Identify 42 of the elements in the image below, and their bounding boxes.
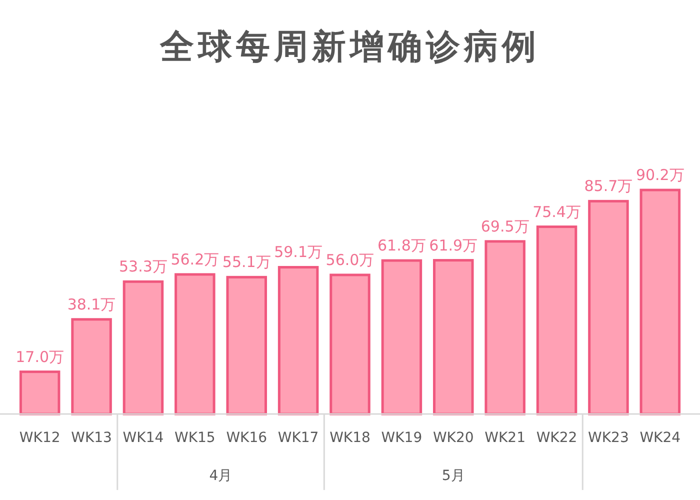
- data-label: 53.3万: [119, 258, 168, 276]
- bar: [330, 274, 370, 416]
- bar: [19, 370, 60, 416]
- data-label: 75.4万: [532, 202, 581, 221]
- bar: [433, 259, 474, 416]
- data-label: 61.8万: [377, 236, 426, 255]
- data-label: 56.2万: [170, 250, 220, 268]
- x-tick-label: WK23: [588, 430, 629, 446]
- bar: [174, 273, 216, 416]
- x-tick-label: WK14: [122, 430, 164, 446]
- data-label: 38.1万: [67, 295, 116, 314]
- x-tick-label: WK17: [278, 430, 319, 446]
- text: 5月: [442, 468, 465, 484]
- bar: [71, 318, 112, 416]
- data-label: 59.1万: [274, 243, 323, 262]
- x-tick-label: WK15: [174, 430, 216, 446]
- x-tick-label: WK12: [19, 430, 60, 446]
- x-tick-label: WK24: [640, 430, 681, 446]
- bar: [640, 188, 681, 416]
- data-label: 56.0万: [326, 250, 374, 269]
- x-tick-label: WK16: [226, 430, 268, 446]
- data-label: 17.0万: [16, 348, 64, 366]
- x-tick-label: WK19: [381, 430, 422, 446]
- x-tick-label: WK20: [432, 430, 474, 446]
- bar: [536, 226, 578, 416]
- bar: [381, 259, 422, 416]
- bar: [122, 280, 164, 416]
- x-tick-label: WK13: [71, 430, 112, 446]
- bar: [588, 200, 629, 416]
- bar: [226, 276, 267, 416]
- data-label: 90.2万: [636, 166, 684, 184]
- chart-title: 全球每周新增确诊病例: [159, 27, 540, 67]
- data-label: 61.9万: [429, 236, 478, 254]
- data-label: 69.5万: [480, 217, 530, 236]
- data-label: 55.1万: [222, 253, 271, 272]
- bar: [278, 266, 319, 416]
- x-tick-label: WK21: [484, 430, 526, 446]
- data-label: 85.7万: [584, 177, 633, 196]
- x-tick-label: WK22: [536, 430, 578, 446]
- bar: [484, 240, 526, 416]
- text: 4月: [209, 468, 232, 484]
- x-tick-label: WK18: [330, 430, 370, 446]
